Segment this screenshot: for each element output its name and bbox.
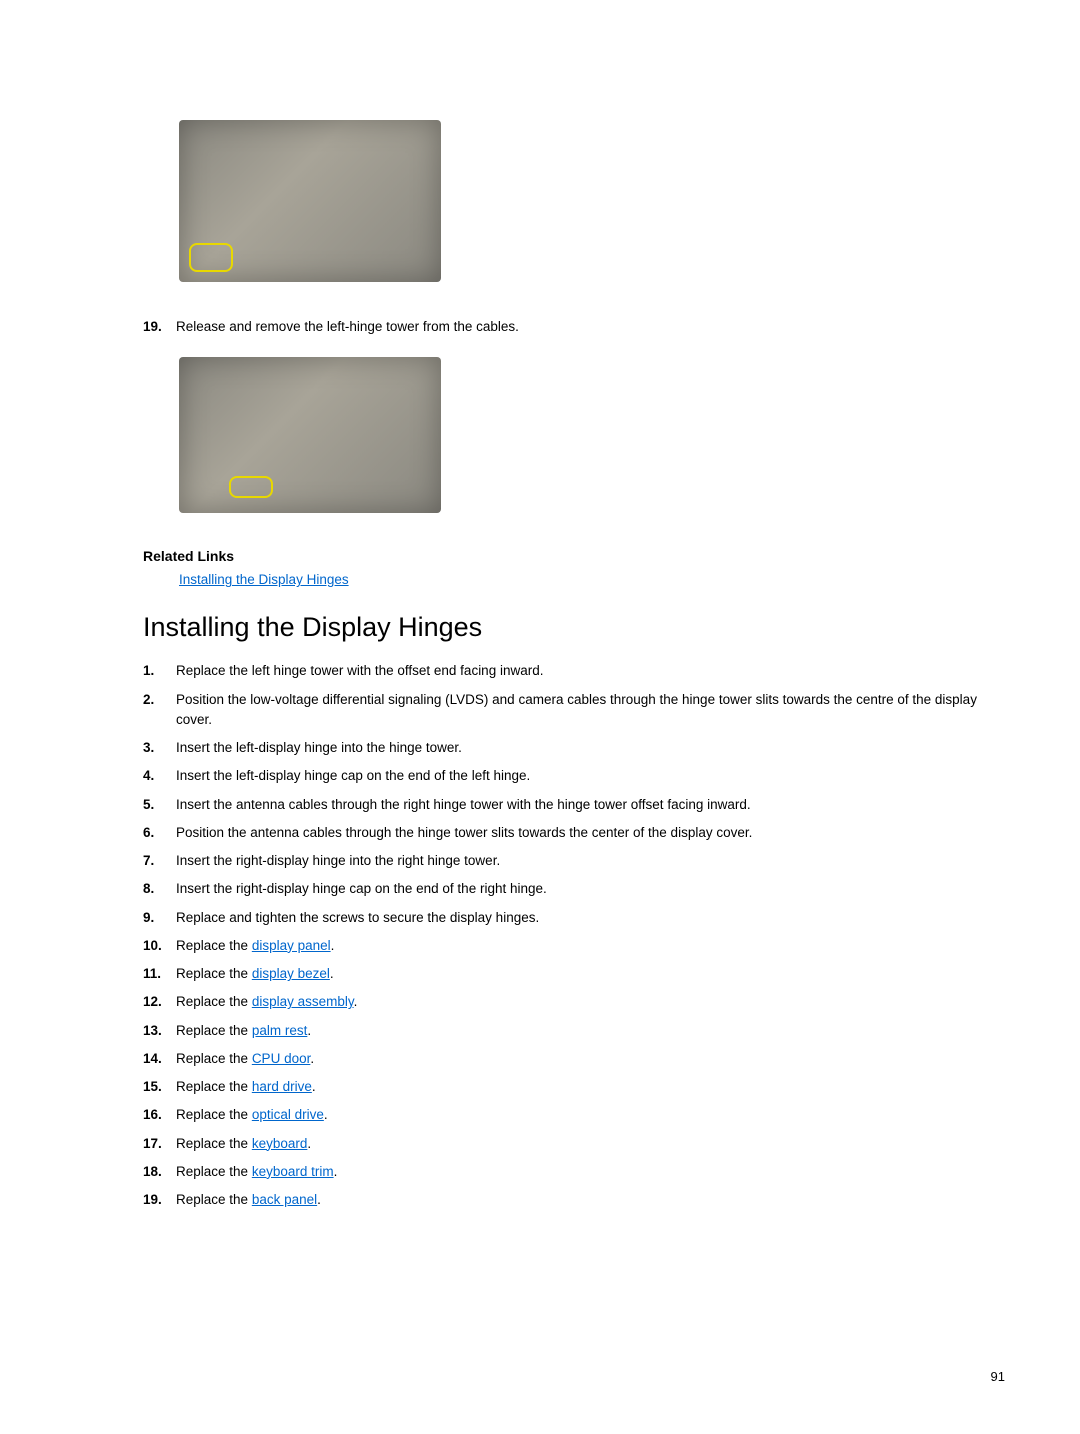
figure-1-image [179, 120, 441, 282]
related-link-item: Installing the Display Hinges [179, 572, 1010, 587]
step-text: Insert the left-display hinge into the h… [176, 738, 1010, 758]
step-item: 8.Insert the right-display hinge cap on … [143, 879, 1010, 899]
page-number: 91 [991, 1369, 1005, 1384]
step-link[interactable]: display assembly [252, 994, 354, 1009]
related-link[interactable]: Installing the Display Hinges [179, 572, 349, 587]
step-text: Insert the left-display hinge cap on the… [176, 766, 1010, 786]
step-text: Position the antenna cables through the … [176, 823, 1010, 843]
steps-list: 1.Replace the left hinge tower with the … [143, 661, 1010, 1210]
step-item: 19.Replace the back panel. [143, 1190, 1010, 1210]
step-item: 18.Replace the keyboard trim. [143, 1162, 1010, 1182]
step-number: 10. [143, 936, 176, 956]
step-item: 16.Replace the optical drive. [143, 1105, 1010, 1125]
section-heading: Installing the Display Hinges [143, 612, 1010, 643]
step-item: 14.Replace the CPU door. [143, 1049, 1010, 1069]
step-item: 15.Replace the hard drive. [143, 1077, 1010, 1097]
step-number: 9. [143, 908, 176, 928]
step-item: 5.Insert the antenna cables through the … [143, 795, 1010, 815]
step-item: 7.Insert the right-display hinge into th… [143, 851, 1010, 871]
step-number: 6. [143, 823, 176, 843]
step-number: 8. [143, 879, 176, 899]
step-link[interactable]: optical drive [252, 1107, 324, 1122]
step-number: 4. [143, 766, 176, 786]
step-number: 12. [143, 992, 176, 1012]
step-item: 1.Replace the left hinge tower with the … [143, 661, 1010, 681]
step-text: Insert the right-display hinge cap on th… [176, 879, 1010, 899]
step-link[interactable]: display bezel [252, 966, 330, 981]
step-text: Position the low-voltage differential si… [176, 690, 1010, 731]
step-item: 6.Position the antenna cables through th… [143, 823, 1010, 843]
step-text: Replace the palm rest. [176, 1021, 1010, 1041]
figure-2-image [179, 357, 441, 513]
step-link[interactable]: CPU door [252, 1051, 311, 1066]
step-text: Replace the display panel. [176, 936, 1010, 956]
figure-2 [179, 357, 1010, 513]
pre-step-list: 19. Release and remove the left-hinge to… [143, 317, 1010, 337]
step-text: Replace the display assembly. [176, 992, 1010, 1012]
step-item: 13.Replace the palm rest. [143, 1021, 1010, 1041]
step-link[interactable]: hard drive [252, 1079, 312, 1094]
step-number: 13. [143, 1021, 176, 1041]
step-text: Insert the right-display hinge into the … [176, 851, 1010, 871]
step-item: 12.Replace the display assembly. [143, 992, 1010, 1012]
step-number: 14. [143, 1049, 176, 1069]
related-links-heading: Related Links [143, 548, 1010, 564]
step-number: 3. [143, 738, 176, 758]
step-text: Replace and tighten the screws to secure… [176, 908, 1010, 928]
step-text: Replace the keyboard trim. [176, 1162, 1010, 1182]
step-item: 9.Replace and tighten the screws to secu… [143, 908, 1010, 928]
step-item: 10.Replace the display panel. [143, 936, 1010, 956]
step-item: 2.Position the low-voltage differential … [143, 690, 1010, 731]
figure-1 [179, 120, 1010, 282]
step-text: Replace the back panel. [176, 1190, 1010, 1210]
step-number: 15. [143, 1077, 176, 1097]
step-link[interactable]: display panel [252, 938, 331, 953]
step-item: 19. Release and remove the left-hinge to… [143, 317, 1010, 337]
step-number: 16. [143, 1105, 176, 1125]
step-number: 11. [143, 964, 176, 984]
step-number: 5. [143, 795, 176, 815]
step-number: 19. [143, 317, 176, 337]
step-number: 1. [143, 661, 176, 681]
page-content: 19. Release and remove the left-hinge to… [143, 120, 1010, 1210]
step-text: Release and remove the left-hinge tower … [176, 317, 1010, 337]
step-text: Replace the display bezel. [176, 964, 1010, 984]
step-link[interactable]: back panel [252, 1192, 317, 1207]
step-number: 7. [143, 851, 176, 871]
step-text: Replace the optical drive. [176, 1105, 1010, 1125]
step-item: 3.Insert the left-display hinge into the… [143, 738, 1010, 758]
step-item: 17.Replace the keyboard. [143, 1134, 1010, 1154]
step-text: Insert the antenna cables through the ri… [176, 795, 1010, 815]
step-number: 17. [143, 1134, 176, 1154]
step-link[interactable]: keyboard trim [252, 1164, 334, 1179]
step-text: Replace the keyboard. [176, 1134, 1010, 1154]
step-link[interactable]: palm rest [252, 1023, 308, 1038]
step-text: Replace the CPU door. [176, 1049, 1010, 1069]
step-link[interactable]: keyboard [252, 1136, 308, 1151]
step-number: 18. [143, 1162, 176, 1182]
step-item: 4.Insert the left-display hinge cap on t… [143, 766, 1010, 786]
step-number: 2. [143, 690, 176, 731]
step-text: Replace the left hinge tower with the of… [176, 661, 1010, 681]
step-number: 19. [143, 1190, 176, 1210]
step-item: 11.Replace the display bezel. [143, 964, 1010, 984]
step-text: Replace the hard drive. [176, 1077, 1010, 1097]
